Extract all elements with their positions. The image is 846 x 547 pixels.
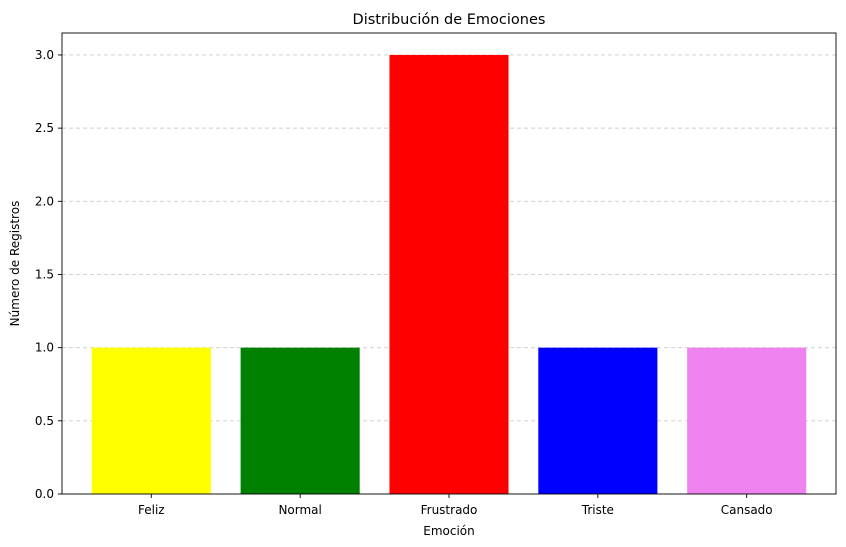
x-tick-label: Cansado <box>721 503 773 517</box>
x-ticks: Feliz Normal Frustrado Triste Cansado <box>138 494 773 517</box>
y-tick-label: 0.0 <box>35 487 54 501</box>
bar-cansado <box>687 347 807 494</box>
bar-feliz <box>91 347 211 494</box>
y-tick-label: 3.0 <box>35 48 54 62</box>
bar-normal <box>240 347 360 494</box>
y-axis-label: Número de Registros <box>8 201 22 327</box>
x-tick-label: Triste <box>581 503 614 517</box>
y-tick-label: 2.0 <box>35 194 54 208</box>
y-tick-label: 1.0 <box>35 341 54 355</box>
x-tick-label: Frustrado <box>421 503 478 517</box>
y-tick-label: 2.5 <box>35 121 54 135</box>
x-axis-label: Emoción <box>423 524 475 538</box>
bars <box>91 54 807 494</box>
y-ticks: 0.0 0.5 1.0 1.5 2.0 2.5 3.0 <box>35 48 62 501</box>
x-tick-label: Normal <box>278 503 321 517</box>
x-tick-label: Feliz <box>138 503 165 517</box>
bar-frustrado <box>389 54 509 494</box>
chart-title: Distribución de Emociones <box>353 12 546 28</box>
bar-triste <box>538 347 658 494</box>
y-tick-label: 1.5 <box>35 267 54 281</box>
y-tick-label: 0.5 <box>35 414 54 428</box>
